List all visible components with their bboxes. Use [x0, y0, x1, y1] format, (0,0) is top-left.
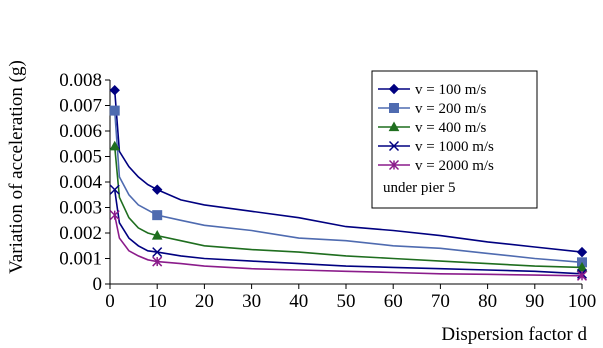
legend: v = 100 m/s v = 200 m/s v = 400 m/s v = 100… — [371, 70, 538, 209]
y-tick-label: 0.008 — [59, 70, 102, 91]
x-tick-label: 30 — [242, 291, 261, 312]
data-point-diamond — [151, 184, 163, 195]
x-marker-stroke — [388, 140, 400, 152]
axes — [105, 79, 583, 289]
legend-box — [371, 70, 538, 209]
legend-marker-triangle — [388, 121, 400, 132]
legend-item-3: v = 400 m/s — [378, 120, 487, 136]
y-tick-label: 0.006 — [59, 121, 102, 142]
series-3 — [109, 140, 588, 272]
x-axis-label: Dispersion factor d — [441, 324, 587, 345]
y-tick-label: 0.003 — [59, 198, 102, 219]
data-point-square — [109, 105, 120, 116]
data-point-diamond — [576, 246, 588, 258]
x-tick-label: 70 — [431, 291, 450, 312]
x-tick-label: 40 — [289, 291, 308, 312]
x-tick-label: 50 — [337, 291, 356, 312]
data-point-triangle — [151, 230, 163, 240]
x-tick-label: 0 — [105, 291, 115, 312]
x-tick-label: 100 — [568, 291, 597, 312]
x-tick-label: 20 — [195, 291, 214, 312]
x-tick-label: 90 — [525, 291, 544, 312]
legend-marker-asterisk — [388, 159, 400, 171]
data-point-diamond — [109, 84, 120, 96]
y-tick-label: 0.005 — [59, 147, 102, 168]
legend-label: v = 2000 m/s — [415, 158, 494, 174]
y-tick-label: 0 — [93, 274, 103, 295]
data-point-x — [152, 247, 163, 258]
x-marker-stroke — [109, 184, 120, 195]
data-point-triangle — [576, 261, 588, 272]
legend-label: v = 100 m/s — [415, 82, 487, 98]
data-point-triangle — [109, 140, 121, 151]
y-tick-label: 0.004 — [59, 172, 102, 193]
data-point-square — [152, 210, 163, 221]
legend-item-5: v = 2000 m/s — [378, 158, 494, 174]
series-lines — [109, 84, 588, 281]
y-tick-label: 0.001 — [59, 249, 102, 270]
series-line — [113, 189, 583, 275]
x-tick-label: 80 — [478, 291, 497, 312]
tick-labels: 00.0010.0020.0030.0040.0050.0060.0070.00… — [59, 70, 596, 312]
legend-label: v = 200 m/s — [415, 101, 487, 117]
data-point-asterisk — [576, 270, 588, 281]
legend-label: v = 400 m/s — [415, 120, 487, 136]
x-tick-label: 10 — [148, 291, 167, 312]
legend-item-1: v = 100 m/s — [378, 82, 487, 98]
legend-annotation: under pier 5 — [383, 180, 455, 196]
data-point-asterisk — [109, 210, 120, 221]
y-tick-label: 0.007 — [59, 96, 102, 117]
data-point-x — [109, 184, 120, 195]
legend-label: v = 1000 m/s — [415, 139, 494, 155]
series-5 — [109, 210, 588, 281]
y-axis-label: Variation of acceleration (g) — [6, 60, 27, 274]
x-marker-stroke — [152, 247, 163, 258]
x-tick-label: 60 — [384, 291, 403, 312]
series-line — [113, 146, 583, 269]
y-tick-label: 0.002 — [59, 223, 102, 244]
legend-marker-square — [389, 103, 399, 113]
legend-item-4: v = 1000 m/s — [378, 139, 494, 155]
series-line — [113, 214, 583, 277]
data-point-asterisk — [152, 256, 163, 267]
legend-marker-diamond — [388, 83, 400, 95]
series-1 — [109, 84, 588, 258]
series-line — [113, 90, 583, 253]
series-line — [113, 110, 583, 264]
legend-item-2: v = 200 m/s — [378, 101, 487, 117]
legend-marker-x — [388, 140, 400, 152]
